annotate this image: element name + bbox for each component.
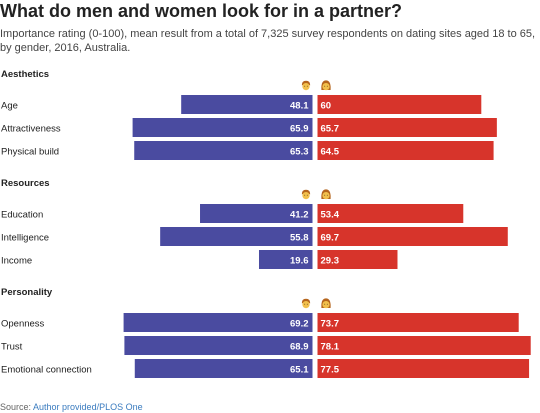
men-value-intelligence: 55.8 bbox=[290, 233, 309, 244]
women-value-intelligence: 69.7 bbox=[321, 233, 340, 244]
section-label-resources: Resources bbox=[1, 178, 50, 189]
women-value-openness: 73.7 bbox=[321, 319, 340, 330]
category-label-attractiveness: Attractiveness bbox=[1, 124, 61, 135]
men-bar-education bbox=[200, 204, 313, 223]
women-bar-attractiveness bbox=[317, 118, 497, 137]
women-bar-intelligence bbox=[317, 227, 508, 246]
category-label-trust: Trust bbox=[1, 342, 23, 353]
men-bar-emotional-connection bbox=[134, 359, 313, 378]
women-value-trust: 78.1 bbox=[321, 342, 340, 353]
women-bar-physical-build bbox=[317, 141, 494, 160]
women-bar-openness bbox=[317, 313, 519, 332]
category-label-openness: Openness bbox=[1, 319, 45, 330]
women-value-income: 29.3 bbox=[321, 256, 340, 267]
women-bar-age bbox=[317, 95, 482, 114]
category-label-age: Age bbox=[1, 101, 18, 112]
woman-emoji-icon bbox=[321, 189, 331, 200]
source-prefix: Source: bbox=[0, 402, 34, 412]
category-label-income: Income bbox=[1, 256, 32, 267]
category-label-intelligence: Intelligence bbox=[1, 233, 49, 244]
man-emoji-icon bbox=[301, 80, 311, 91]
women-value-attractiveness: 65.7 bbox=[321, 124, 340, 135]
section-label-aesthetics: Aesthetics bbox=[1, 69, 49, 80]
category-label-physical-build: Physical build bbox=[1, 147, 59, 158]
chart-subtitle: Importance rating (0-100), mean result f… bbox=[0, 28, 536, 54]
men-value-attractiveness: 65.9 bbox=[290, 124, 309, 135]
men-value-education: 41.2 bbox=[290, 210, 309, 221]
man-emoji-icon bbox=[301, 298, 311, 309]
man-emoji-icon bbox=[301, 189, 311, 200]
source-link[interactable]: Author provided/PLOS One bbox=[33, 402, 143, 412]
section-label-personality: Personality bbox=[1, 287, 53, 298]
women-value-emotional-connection: 77.5 bbox=[321, 365, 340, 376]
men-value-trust: 68.9 bbox=[290, 342, 309, 353]
source-note: Source: Author provided/PLOS One bbox=[0, 402, 143, 412]
women-bar-income bbox=[317, 250, 398, 269]
women-value-physical-build: 64.5 bbox=[321, 147, 340, 158]
men-bar-openness bbox=[123, 313, 313, 332]
men-bar-income bbox=[258, 250, 313, 269]
women-value-education: 53.4 bbox=[321, 210, 340, 221]
men-bar-attractiveness bbox=[132, 118, 313, 137]
woman-emoji-icon bbox=[321, 80, 331, 91]
men-value-emotional-connection: 65.1 bbox=[290, 365, 309, 376]
woman-emoji-icon bbox=[321, 298, 331, 309]
women-value-age: 60 bbox=[321, 101, 332, 112]
women-bar-education bbox=[317, 204, 464, 223]
women-bar-emotional-connection bbox=[317, 359, 530, 378]
category-label-education: Education bbox=[1, 210, 43, 221]
category-label-emotional-connection: Emotional connection bbox=[1, 365, 92, 376]
men-bar-age bbox=[181, 95, 313, 114]
women-bar-trust bbox=[317, 336, 531, 355]
men-bar-intelligence bbox=[160, 227, 313, 246]
men-value-age: 48.1 bbox=[290, 101, 309, 112]
men-value-openness: 69.2 bbox=[290, 319, 309, 330]
men-bar-trust bbox=[124, 336, 313, 355]
men-value-physical-build: 65.3 bbox=[290, 147, 309, 158]
men-bar-physical-build bbox=[134, 141, 313, 160]
men-value-income: 19.6 bbox=[290, 256, 309, 267]
chart-title: What do men and women look for in a part… bbox=[0, 1, 403, 21]
